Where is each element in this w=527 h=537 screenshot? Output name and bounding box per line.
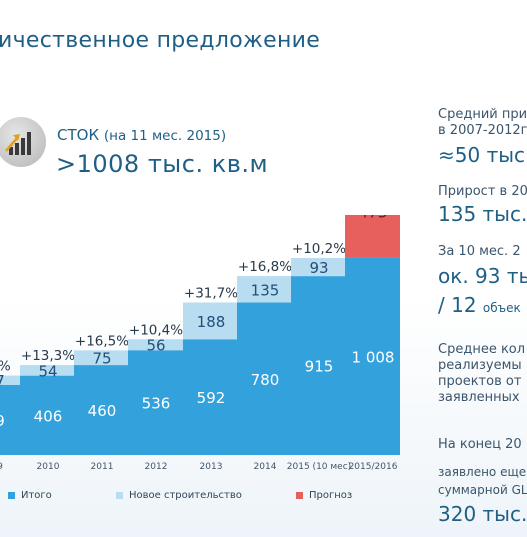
bar-new (74, 350, 130, 366)
bar-total (345, 257, 400, 455)
chart-growth-icon (0, 117, 46, 167)
avg-count-line4: заявленных (438, 390, 520, 405)
bar-new (237, 276, 293, 303)
bar-total (291, 276, 347, 455)
legend-label-forecast: Прогноз (309, 490, 353, 501)
label-total: 406 (34, 407, 63, 425)
growth-label: +10,4% (129, 322, 183, 338)
growth-label: +13,3% (21, 348, 75, 364)
bar-total (237, 302, 293, 455)
ten-months-value1: ок. 93 ть (438, 264, 527, 288)
avg-line2: в 2007-2012г (438, 123, 527, 138)
label-forecast: 473 (359, 215, 388, 222)
growth-label: +31,7% (184, 286, 238, 302)
avg-count-line2: реализуемы (438, 358, 522, 373)
label-total: 915 (305, 358, 334, 376)
x-tick-label: 2015/2016 (349, 462, 398, 472)
label-new: 56 (146, 337, 165, 355)
end-line2: заявлено еще (438, 465, 527, 479)
label-new: 7 (0, 372, 5, 390)
legend-item-new: Новое строительство (116, 490, 242, 501)
legend-label-new: Новое строительство (129, 490, 242, 501)
label-new: 93 (309, 259, 328, 277)
bar-total (128, 350, 184, 455)
bar-new (183, 302, 239, 340)
legend-item-forecast: Прогноз (296, 490, 352, 501)
label-total: 592 (197, 389, 226, 407)
bar-total (183, 339, 239, 455)
label-total: 536 (142, 395, 171, 413)
ten-months-value2-main: / 12 (438, 293, 477, 317)
bar-new (0, 375, 28, 385)
legend-swatch-forecast (296, 491, 303, 499)
bar-new (20, 365, 76, 376)
legend-label-total: Итого (21, 490, 52, 501)
end-value: 320 тыс. (438, 502, 527, 526)
page-title: ичественное предложение (0, 28, 321, 53)
x-tick-label: 2013 (200, 462, 223, 472)
legend-item-total: Итого (8, 490, 52, 501)
bar-total (74, 365, 130, 455)
bar-total (20, 375, 76, 455)
label-total: 780 (251, 371, 280, 389)
stock-label-text: СТОК (57, 126, 100, 144)
stock-chart: 7 9 0% 9 54 406 +13,3% 2010 75 460 +16,5% 2011 56 536… (0, 215, 400, 472)
end-line3: суммарной GL (438, 483, 527, 497)
bar-new (291, 257, 347, 277)
x-tick-label: 2015 (10 мес) (287, 462, 351, 472)
growth-value: 135 тыс. (438, 202, 527, 226)
avg-count-line3: проектов от (438, 374, 522, 389)
end-line1: На конец 20 (438, 437, 522, 452)
x-tick-label: 2010 (37, 462, 60, 472)
bar-new (128, 339, 184, 351)
bar-forecast (345, 215, 400, 258)
stock-value: >1008 тыс. кв.м (56, 150, 269, 178)
ten-months-line1: За 10 мес. 2 (438, 244, 521, 259)
label-total: 460 (88, 402, 117, 420)
avg-count-line1: Среднее кол (438, 342, 526, 357)
growth-line1: Прирост в 20 (438, 184, 527, 199)
label-new: 54 (38, 362, 57, 380)
stock-label: СТОК (на 11 мес. 2015) (57, 126, 226, 144)
x-tick-label: 9 (0, 462, 3, 472)
label-new: 188 (197, 313, 226, 331)
growth-label: +16,8% (238, 259, 292, 275)
growth-label: +10,2% (292, 241, 346, 257)
growth-label: +16,5% (75, 333, 129, 349)
legend-swatch-new (116, 491, 123, 499)
ten-months-value2-tail: объек (482, 301, 521, 315)
label-new: 75 (92, 350, 111, 368)
avg-value: ≈50 тыс. (438, 143, 527, 167)
legend-swatch-total (8, 491, 15, 499)
x-tick-label: 2012 (145, 462, 168, 472)
growth-label: 0% (0, 359, 11, 375)
stock-label-note: (на 11 мес. 2015) (103, 128, 227, 144)
label-total: 1 008 (352, 348, 395, 366)
ten-months-value2: / 12 объек (438, 293, 521, 317)
x-tick-label: 2014 (254, 462, 277, 472)
label-total: 9 (0, 412, 5, 430)
avg-line1: Средний при (438, 107, 527, 122)
x-tick-label: 2011 (91, 462, 114, 472)
label-new: 135 (251, 281, 280, 299)
